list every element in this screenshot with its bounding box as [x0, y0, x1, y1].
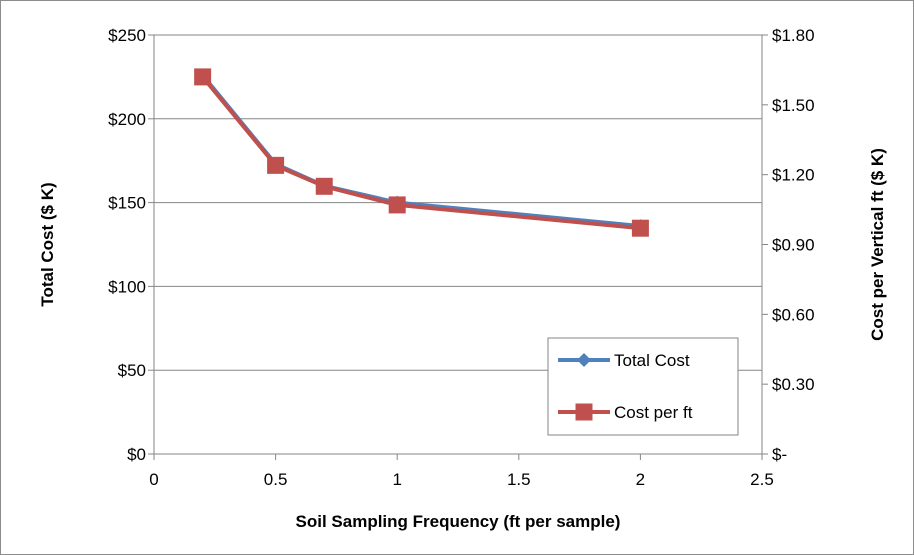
y2-tick-label: $1.20	[772, 166, 815, 185]
series-layer	[194, 68, 649, 237]
legend-marker	[577, 353, 591, 367]
legend-items: Total Cost Cost per ft	[558, 351, 693, 422]
legend-marker	[575, 403, 593, 421]
data-point	[315, 177, 333, 195]
y2-axis-title: Cost per Vertical ft ($ K)	[868, 148, 887, 341]
data-point	[388, 196, 406, 214]
y2-tick-label: $1.80	[772, 26, 815, 45]
data-point	[194, 68, 212, 86]
data-point	[267, 156, 285, 174]
y2-tick-label: $-	[772, 445, 787, 464]
y2-tick-label: $1.50	[772, 96, 815, 115]
data-point	[631, 219, 649, 237]
y-tick-label: $100	[108, 277, 146, 296]
x-axis-title: Soil Sampling Frequency (ft per sample)	[296, 512, 621, 531]
y-tick-label: $250	[108, 26, 146, 45]
y2-tick-label: $0.60	[772, 305, 815, 324]
x-tick-label: 2.5	[750, 470, 774, 489]
y-tick-label: $50	[118, 361, 146, 380]
x-tick-label: 1.5	[507, 470, 531, 489]
x-tick-label: 2	[636, 470, 645, 489]
axis-ticks: $0 $50 $100 $150 $200 $250 $- $0.30 $0.60 $0.90 $1…	[108, 26, 814, 489]
y2-tick-label: $0.30	[772, 375, 815, 394]
y-tick-label: $200	[108, 110, 146, 129]
legend: Total Cost Cost per ft	[547, 337, 739, 436]
y-tick-label: $0	[127, 445, 146, 464]
legend-item: Cost per ft	[558, 403, 693, 422]
legend-item: Total Cost	[558, 351, 690, 370]
x-tick-label: 0	[149, 470, 158, 489]
legend-label: Total Cost	[614, 351, 690, 370]
series-line	[201, 73, 641, 229]
legend-label: Cost per ft	[614, 403, 693, 422]
y-axis-title: Total Cost ($ K)	[38, 182, 57, 306]
y-tick-label: $150	[108, 194, 146, 213]
y2-tick-label: $0.90	[772, 236, 815, 255]
x-tick-label: 0.5	[264, 470, 288, 489]
series-cost-per-ft	[194, 68, 649, 237]
x-tick-label: 1	[392, 470, 401, 489]
